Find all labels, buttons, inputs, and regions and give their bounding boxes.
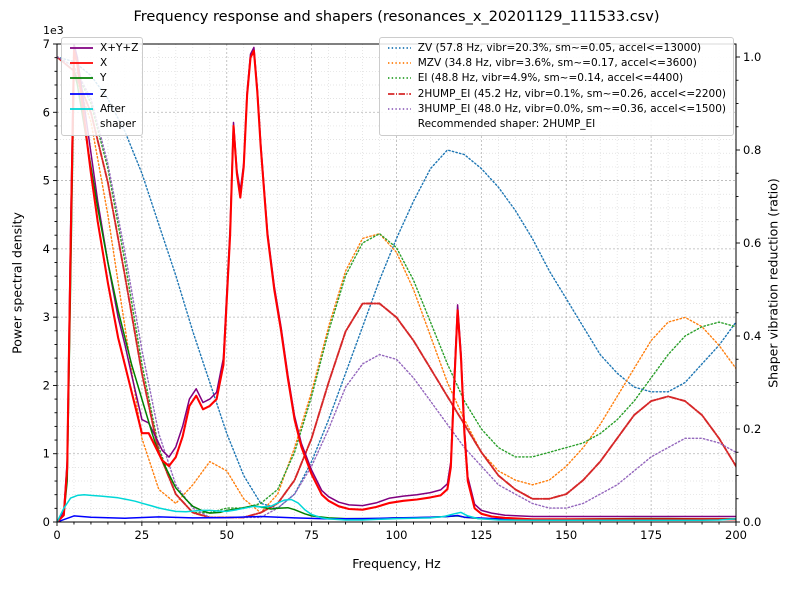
series-MZV <box>57 56 736 514</box>
y-axis-left-label: Power spectral density <box>9 212 25 354</box>
y-right-tick-label: 0.8 <box>743 143 761 157</box>
legend-label: 2HUMP_EI (45.2 Hz, vibr=0.1%, sm~=0.26, … <box>417 87 726 100</box>
legend-line-sample <box>70 62 93 65</box>
legend-line-sample <box>387 47 411 49</box>
legend-item-x: X <box>69 56 135 71</box>
legend-shapers: ZV (57.8 Hz, vibr=20.3%, sm~=0.05, accel… <box>378 37 734 137</box>
legend-item-y: Y <box>69 71 135 86</box>
y-axis-offset-text: 1e3 <box>43 24 64 37</box>
legend-label: MZV (34.8 Hz, vibr=3.6%, sm~=0.17, accel… <box>417 57 697 70</box>
y-axis-right-label: Shaper vibration reduction (ratio) <box>765 178 781 388</box>
x-tick-label: 200 <box>725 528 747 542</box>
legend-psd: X+Y+Z X Y Z After shaper <box>61 37 143 137</box>
y-left-tick-label: 7 <box>43 37 50 51</box>
legend-line-sample <box>70 77 93 80</box>
y-left-tick-label: 2 <box>43 378 50 392</box>
x-tick-label: 25 <box>135 528 150 542</box>
legend-label: ZV (57.8 Hz, vibr=20.3%, sm~=0.05, accel… <box>417 42 702 54</box>
y-right-tick-label: 0.2 <box>743 422 761 436</box>
legend-line-sample <box>70 92 93 95</box>
series-group <box>57 44 736 522</box>
y-left-tick-label: 1 <box>43 447 50 461</box>
legend-line-sample <box>387 77 411 80</box>
y-left-tick-label: 0 <box>43 515 50 529</box>
y-right-tick-label: 0.4 <box>743 329 761 343</box>
x-tick-label: 125 <box>470 528 492 542</box>
y-left-tick-label: 6 <box>43 105 50 119</box>
legend-item-after-shaper: After shaper <box>69 102 137 132</box>
series-ZV <box>57 56 736 509</box>
y-left-tick-label: 4 <box>43 242 50 256</box>
legend-label: EI (48.8 Hz, vibr=4.9%, sm~=0.14, accel<… <box>417 72 684 85</box>
legend-line-sample <box>387 92 411 95</box>
legend-item-3hump_ei: 3HUMP_EI (48.0 Hz, vibr=0.0%, sm~=0.36, … <box>387 102 726 117</box>
legend-label: X+Y+Z <box>100 42 139 54</box>
legend-item-x-y-z: X+Y+Z <box>69 41 139 56</box>
legend-label: Y <box>100 72 107 85</box>
legend-item-2hump_ei: 2HUMP_EI (45.2 Hz, vibr=0.1%, sm~=0.26, … <box>387 87 726 102</box>
x-tick-label: 75 <box>304 528 319 542</box>
legend-recommended-shaper: Recommended shaper: 2HUMP_EI <box>387 117 726 132</box>
y-right-tick-label: 1.0 <box>743 50 761 64</box>
x-tick-label: 175 <box>640 528 662 542</box>
series-X <box>57 49 736 522</box>
y-right-tick-label: 0.6 <box>743 236 761 250</box>
x-axis-label: Frequency, Hz <box>352 556 441 571</box>
legend-label: After shaper <box>100 102 137 131</box>
legend-line-sample <box>387 62 411 65</box>
x-tick-label: 0 <box>53 528 60 542</box>
legend-item-mzv: MZV (34.8 Hz, vibr=3.6%, sm~=0.17, accel… <box>387 56 726 71</box>
legend-item-z: Z <box>69 87 135 102</box>
legend-line-sample <box>70 47 93 49</box>
legend-label: 3HUMP_EI (48.0 Hz, vibr=0.0%, sm~=0.36, … <box>417 102 726 115</box>
x-tick-label: 50 <box>219 528 234 542</box>
series-3HUMP_EI <box>57 56 736 519</box>
chart-title: Frequency response and shapers (resonanc… <box>133 9 660 25</box>
y-left-tick-label: 5 <box>43 174 50 188</box>
x-tick-label: 150 <box>555 528 577 542</box>
tick-labels: 0 25 50 75 100 125 150 175 200 0 1 2 3 4 5 6 7 0.0 0.2 0.4 0… <box>43 37 762 542</box>
y-left-tick-label: 3 <box>43 310 50 324</box>
tick-marks <box>53 43 740 526</box>
legend-line-sample <box>70 107 93 110</box>
legend-label: Recommended shaper: 2HUMP_EI <box>417 118 596 131</box>
legend-label: X <box>100 57 108 70</box>
x-tick-label: 100 <box>386 528 408 542</box>
legend-item-ei: EI (48.8 Hz, vibr=4.9%, sm~=0.14, accel<… <box>387 71 726 86</box>
series-After shaper <box>57 493 736 522</box>
legend-item-zv: ZV (57.8 Hz, vibr=20.3%, sm~=0.05, accel… <box>387 41 726 56</box>
legend-line-sample <box>387 107 411 110</box>
y-right-tick-label: 0.0 <box>743 515 761 529</box>
legend-line-sample <box>387 120 412 128</box>
series-2HUMP_EI <box>57 56 736 519</box>
legend-label: Z <box>100 87 108 100</box>
